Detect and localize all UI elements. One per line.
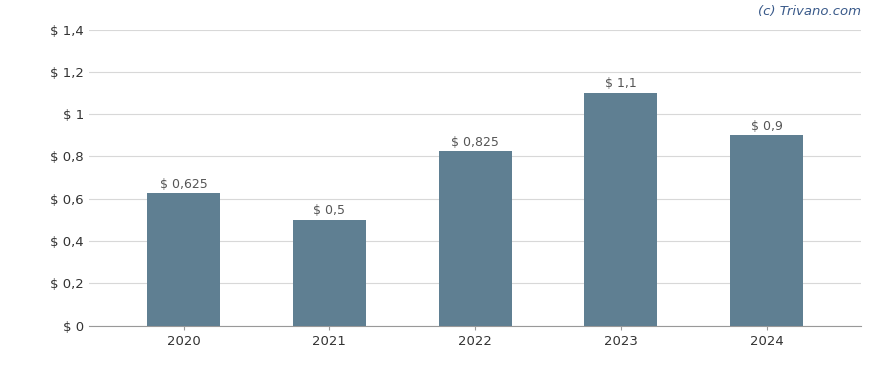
Text: (c) Trivano.com: (c) Trivano.com (758, 5, 861, 18)
Bar (147, 194, 220, 326)
Text: $ 1,1: $ 1,1 (605, 77, 637, 91)
Bar (584, 93, 657, 326)
Bar (439, 151, 511, 326)
Bar (730, 135, 803, 326)
Text: $ 0,5: $ 0,5 (313, 204, 345, 217)
Text: $ 0,825: $ 0,825 (451, 136, 499, 149)
Bar (293, 220, 366, 326)
Text: $ 0,9: $ 0,9 (750, 120, 782, 133)
Text: $ 0,625: $ 0,625 (160, 178, 208, 191)
